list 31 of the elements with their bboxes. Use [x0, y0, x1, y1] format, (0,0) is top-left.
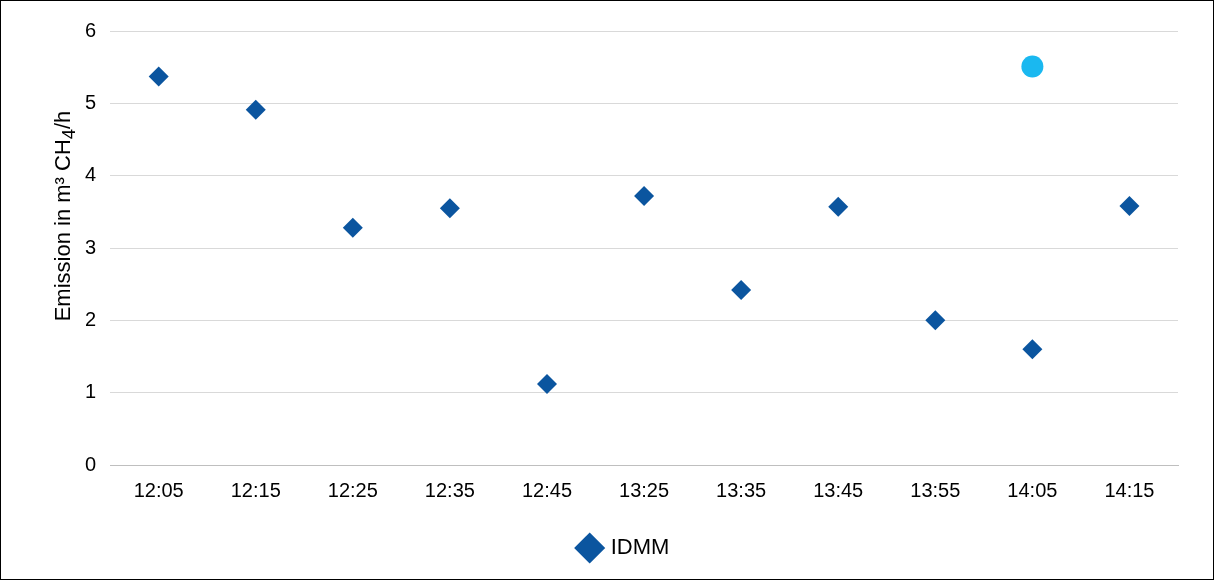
- point: [634, 185, 655, 206]
- point: [731, 279, 752, 300]
- point: [536, 373, 557, 394]
- point: [245, 99, 266, 120]
- y-tick-label: 3: [85, 235, 97, 258]
- y-tick-label: 5: [85, 90, 97, 113]
- x-tick-label: 14:05: [1007, 478, 1058, 501]
- x-tick-label: 12:25: [327, 478, 378, 501]
- x-tick-label: 12:45: [521, 478, 573, 501]
- y-tick-label: 2: [85, 307, 97, 330]
- x-tick-label: 13:35: [716, 478, 767, 501]
- legend-label: IDMM: [610, 534, 670, 560]
- point: [342, 217, 363, 238]
- y-tick-label: 4: [85, 163, 97, 186]
- point: [1021, 55, 1044, 78]
- point: [1119, 196, 1140, 217]
- point: [148, 66, 169, 87]
- x-tick-label: 14:15: [1104, 478, 1155, 501]
- x-tick-label: 13:45: [813, 478, 864, 501]
- x-tick-label: 12:35: [424, 478, 475, 501]
- x-tick-label: 12:05: [133, 478, 184, 501]
- point: [439, 198, 460, 219]
- point: [925, 310, 946, 331]
- y-tick-label: 6: [85, 18, 97, 41]
- point: [828, 196, 849, 217]
- x-tick-label: 13:55: [910, 478, 961, 501]
- x-tick-label: 13:25: [619, 478, 670, 501]
- point: [1022, 339, 1043, 360]
- y-tick-label: 0: [85, 452, 97, 475]
- x-tick-label: 12:15: [230, 478, 281, 501]
- y-tick-label: 1: [85, 380, 97, 403]
